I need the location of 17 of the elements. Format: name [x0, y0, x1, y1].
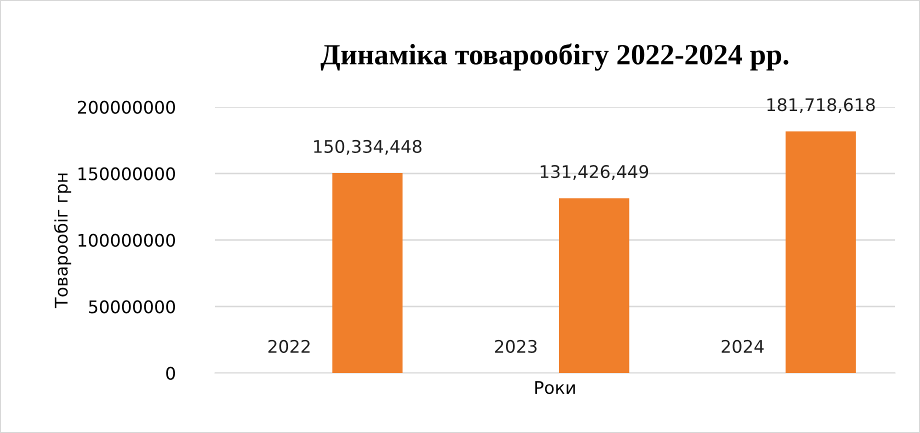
y-tick-label: 0: [166, 366, 175, 380]
data-label: 131,426,449: [540, 165, 648, 180]
bar: [558, 198, 630, 373]
bar: [332, 173, 403, 373]
y-tick-label: 100000000: [78, 234, 175, 247]
y-tick-label: 200000000: [78, 100, 175, 114]
y-axis-title: Товарообіг грн: [54, 174, 72, 308]
data-label: 181,718,618: [767, 98, 875, 114]
data-label: 2022: [268, 340, 310, 353]
y-tick-label: 50000000: [89, 300, 175, 314]
chart-title: Динаміка товарообігу 2022-2024 рр.: [320, 43, 788, 71]
data-label: 2024: [722, 340, 764, 353]
data-label: 150,334,448: [314, 140, 422, 155]
x-axis-title: Роки: [535, 381, 575, 394]
data-label: 2023: [495, 340, 537, 353]
bar: [786, 131, 856, 373]
y-tick-label: 150000000: [78, 167, 175, 180]
